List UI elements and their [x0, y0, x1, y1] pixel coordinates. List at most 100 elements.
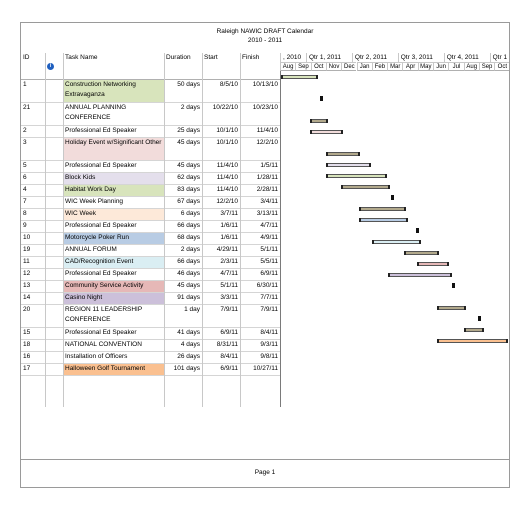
gantt-bar[interactable]: [464, 328, 484, 332]
task-row[interactable]: 6 Block Kids 62 days 11/4/10 1/28/11: [21, 172, 280, 185]
task-row[interactable]: 3 Holiday Event w/Significant Other 45 day…: [21, 137, 280, 161]
page-footer: Page 1: [254, 469, 276, 476]
task-name: Community Service Activity: [63, 280, 164, 293]
task-name: REGION 11 LEADERSHIP CONFERENCE: [63, 304, 164, 328]
task-duration: 46 days: [164, 268, 202, 281]
task-id: 7: [21, 196, 45, 209]
column-divider: [63, 53, 64, 407]
task-start: 12/2/10: [202, 196, 240, 209]
task-info: [45, 184, 63, 197]
gantt-milestone[interactable]: [415, 228, 419, 233]
task-id: 10: [21, 232, 45, 245]
col-task-name-header[interactable]: Task Name: [63, 53, 164, 80]
task-row[interactable]: 19 ANNUAL FORUM 2 days 4/29/11 5/1/11: [21, 244, 280, 257]
gantt-bar[interactable]: [387, 273, 453, 277]
gantt-bar[interactable]: [280, 75, 319, 79]
task-row[interactable]: 9 Professional Ed Speaker 66 days 1/6/11 4/7…: [21, 220, 280, 233]
task-row[interactable]: 16 Installation of Officers 26 days 8/4/11 9…: [21, 351, 280, 364]
task-name: Habitat Work Day: [63, 184, 164, 197]
task-name: NATIONAL CONVENTION: [63, 339, 164, 352]
task-row[interactable]: 4 Habitat Work Day 83 days 11/4/10 2/28/11: [21, 184, 280, 197]
task-row[interactable]: 2 Professional Ed Speaker 25 days 10/1/10 11…: [21, 125, 280, 138]
task-duration: 66 days: [164, 256, 202, 269]
col-start-header[interactable]: Start: [202, 53, 240, 80]
task-start: 1/6/11: [202, 232, 240, 245]
col-duration-header[interactable]: Duration: [164, 53, 202, 80]
task-name: WIC Week: [63, 208, 164, 221]
month-header: Sep: [478, 62, 495, 71]
gantt-milestone[interactable]: [320, 96, 324, 101]
gantt-bar[interactable]: [309, 130, 344, 134]
task-row[interactable]: 1 Construction Networking Extravaganza 50 …: [21, 79, 280, 103]
gantt-bar[interactable]: [372, 240, 421, 244]
task-row[interactable]: 8 WIC Week 6 days 3/7/11 3/13/11: [21, 208, 280, 221]
col-id-header[interactable]: ID: [21, 53, 45, 80]
task-name: WIC Week Planning: [63, 196, 164, 209]
task-row[interactable]: 13 Community Service Activity 45 days 5/1/1…: [21, 280, 280, 293]
col-finish-header[interactable]: Finish: [240, 53, 280, 80]
gantt-bar[interactable]: [358, 218, 408, 222]
task-row[interactable]: 18 NATIONAL CONVENTION 4 days 8/31/11 9/3/11: [21, 339, 280, 352]
task-info: [45, 292, 63, 305]
gantt-milestone[interactable]: [391, 195, 395, 200]
gantt-milestone[interactable]: [451, 283, 455, 288]
column-divider: [45, 53, 46, 407]
gantt-bar[interactable]: [358, 207, 407, 211]
task-info: [45, 351, 63, 364]
task-start: 11/4/10: [202, 172, 240, 185]
task-row[interactable]: 11 CAD/Recognition Event 66 days 2/3/11 5/5/…: [21, 256, 280, 269]
gantt-milestone[interactable]: [477, 316, 481, 321]
task-id: 2: [21, 125, 45, 138]
task-row[interactable]: 20 REGION 11 LEADERSHIP CONFERENCE 1 day 7/…: [21, 304, 280, 328]
task-info: [45, 220, 63, 233]
gantt-bar[interactable]: [326, 152, 361, 156]
gantt-bar[interactable]: [404, 251, 439, 255]
task-finish: 1/28/11: [240, 172, 280, 185]
task-row[interactable]: 14 Casino Night 91 days 3/3/11 7/7/11: [21, 292, 280, 305]
gantt-bar[interactable]: [340, 185, 390, 189]
task-id: 12: [21, 268, 45, 281]
task-start: 2/3/11: [202, 256, 240, 269]
task-finish: 5/1/11: [240, 244, 280, 257]
task-name: Casino Night: [63, 292, 164, 305]
task-row[interactable]: 5 Professional Ed Speaker 45 days 11/4/10 1/…: [21, 160, 280, 173]
gantt-bar[interactable]: [326, 163, 372, 167]
task-id: 19: [21, 244, 45, 257]
task-row[interactable]: 7 WIC Week Planning 67 days 12/2/10 3/4/11: [21, 196, 280, 209]
task-duration: 2 days: [164, 102, 202, 126]
gantt-bar[interactable]: [436, 306, 466, 310]
task-start: 3/3/11: [202, 292, 240, 305]
task-name: Construction Networking Extravaganza: [63, 79, 164, 103]
gantt-bar[interactable]: [416, 262, 449, 266]
task-finish: 1/5/11: [240, 160, 280, 173]
task-duration: 67 days: [164, 196, 202, 209]
column-divider: [164, 53, 165, 407]
gantt-bar[interactable]: [436, 339, 508, 343]
task-id: 8: [21, 208, 45, 221]
task-row[interactable]: 10 Motorcycle Poker Run 68 days 1/6/11 4/9/1…: [21, 232, 280, 245]
gantt-bar[interactable]: [326, 174, 387, 178]
task-row[interactable]: 21 ANNUAL PLANNING CONFERENCE 2 days 10/22/…: [21, 102, 280, 126]
task-finish: 12/2/10: [240, 137, 280, 161]
task-name: CAD/Recognition Event: [63, 256, 164, 269]
task-finish: 11/4/10: [240, 125, 280, 138]
quarter-header: , 2010: [280, 53, 326, 62]
task-table: ID i Task Name Duration Start Finish 1 Co…: [21, 53, 280, 376]
task-duration: 83 days: [164, 184, 202, 197]
task-row[interactable]: 15 Professional Ed Speaker 41 days 6/9/11 8/…: [21, 327, 280, 340]
month-header: Jul: [448, 62, 464, 71]
report-title: Raleigh NAWIC DRAFT Calendar 2010 - 2011: [21, 27, 509, 45]
task-row[interactable]: 12 Professional Ed Speaker 46 days 4/7/11 6/…: [21, 268, 280, 281]
task-name: Block Kids: [63, 172, 164, 185]
task-name: Installation of Officers: [63, 351, 164, 364]
task-info: [45, 137, 63, 161]
task-id: 17: [21, 363, 45, 376]
task-info: [45, 196, 63, 209]
task-info: [45, 244, 63, 257]
gantt-bar[interactable]: [309, 119, 329, 123]
task-info: [45, 268, 63, 281]
task-finish: 7/7/11: [240, 292, 280, 305]
task-row[interactable]: 17 Halloween Golf Tournament 101 days 6/9/1…: [21, 363, 280, 376]
task-name: Holiday Event w/Significant Other: [63, 137, 164, 161]
title-line-2: 2010 - 2011: [247, 37, 283, 44]
